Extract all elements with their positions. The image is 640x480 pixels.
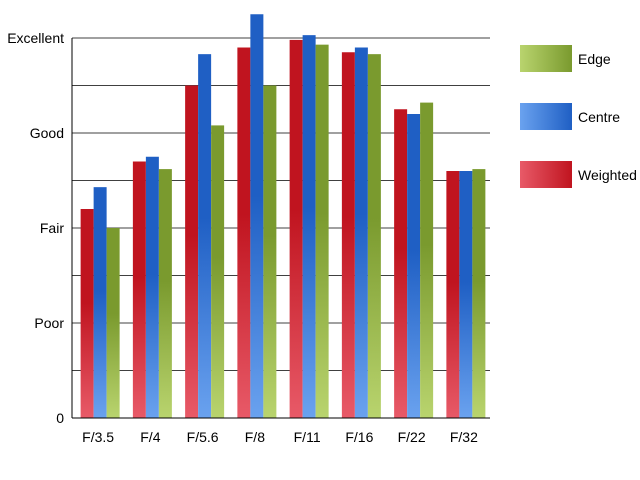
x-tick-labels: F/3.5 F/4 F/5.6 F/8 F/11 F/16 F/22 F/32 bbox=[82, 429, 478, 445]
x-tick-label-f-4: F/4 bbox=[140, 429, 160, 445]
bar-edge-f-22 bbox=[420, 102, 434, 418]
bar-centre-f-3-5 bbox=[93, 187, 107, 418]
bar-edge-f-4 bbox=[158, 169, 172, 418]
bar-centre-f-16 bbox=[354, 47, 368, 418]
y-tick-labels: 0 Poor Fair Good Excellent bbox=[7, 30, 64, 426]
bar-weighted-f-16 bbox=[341, 52, 355, 418]
legend-label-weighted: Weighted bbox=[578, 167, 637, 183]
legend-label-centre: Centre bbox=[578, 109, 620, 125]
bar-weighted-f-32 bbox=[446, 171, 460, 418]
bar-edge-f-3-5 bbox=[106, 228, 120, 418]
legend-swatch-weighted bbox=[520, 161, 572, 188]
y-tick-label-excellent: Excellent bbox=[7, 30, 64, 46]
legend-swatch-centre bbox=[520, 103, 572, 130]
bar-weighted-f-11 bbox=[289, 39, 303, 419]
bar-edge-f-5-6 bbox=[211, 125, 225, 419]
x-tick-label-f-11: F/11 bbox=[294, 429, 321, 445]
y-tick-label-good: Good bbox=[30, 125, 64, 141]
bar-centre-f-11 bbox=[302, 35, 316, 419]
bar-weighted-f-5-6 bbox=[185, 85, 199, 418]
bar-edge-f-11 bbox=[315, 44, 329, 419]
x-tick-label-f-8: F/8 bbox=[245, 429, 265, 445]
bar-centre-f-4 bbox=[145, 156, 159, 418]
legend-swatch-edge bbox=[520, 45, 572, 72]
x-tick-label-f-16: F/16 bbox=[345, 429, 373, 445]
bar-centre-f-22 bbox=[407, 114, 421, 418]
x-tick-label-f-5-6: F/5.6 bbox=[187, 429, 219, 445]
bar-edge-f-8 bbox=[263, 85, 277, 418]
bar-centre-f-5-6 bbox=[198, 54, 212, 419]
bar-weighted-f-8 bbox=[237, 47, 251, 418]
legend-label-edge: Edge bbox=[578, 51, 611, 67]
y-tick-label-fair: Fair bbox=[40, 220, 64, 236]
bar-weighted-f-4 bbox=[132, 161, 146, 418]
bar-centre-f-8 bbox=[250, 14, 264, 418]
y-tick-label-poor: Poor bbox=[34, 315, 64, 331]
bar-weighted-f-3-5 bbox=[80, 209, 94, 418]
bar-edge-f-32 bbox=[472, 169, 486, 418]
bar-edge-f-16 bbox=[367, 54, 381, 419]
y-tick-label-0: 0 bbox=[56, 410, 64, 426]
x-tick-label-f-22: F/22 bbox=[398, 429, 426, 445]
bar-weighted-f-22 bbox=[394, 109, 408, 418]
legend: Edge Centre Weighted bbox=[520, 45, 637, 188]
x-tick-label-f-3-5: F/3.5 bbox=[82, 429, 114, 445]
bar-centre-f-32 bbox=[459, 171, 473, 418]
x-tick-label-f-32: F/32 bbox=[450, 429, 478, 445]
bars bbox=[80, 14, 486, 419]
axes bbox=[71, 38, 490, 419]
